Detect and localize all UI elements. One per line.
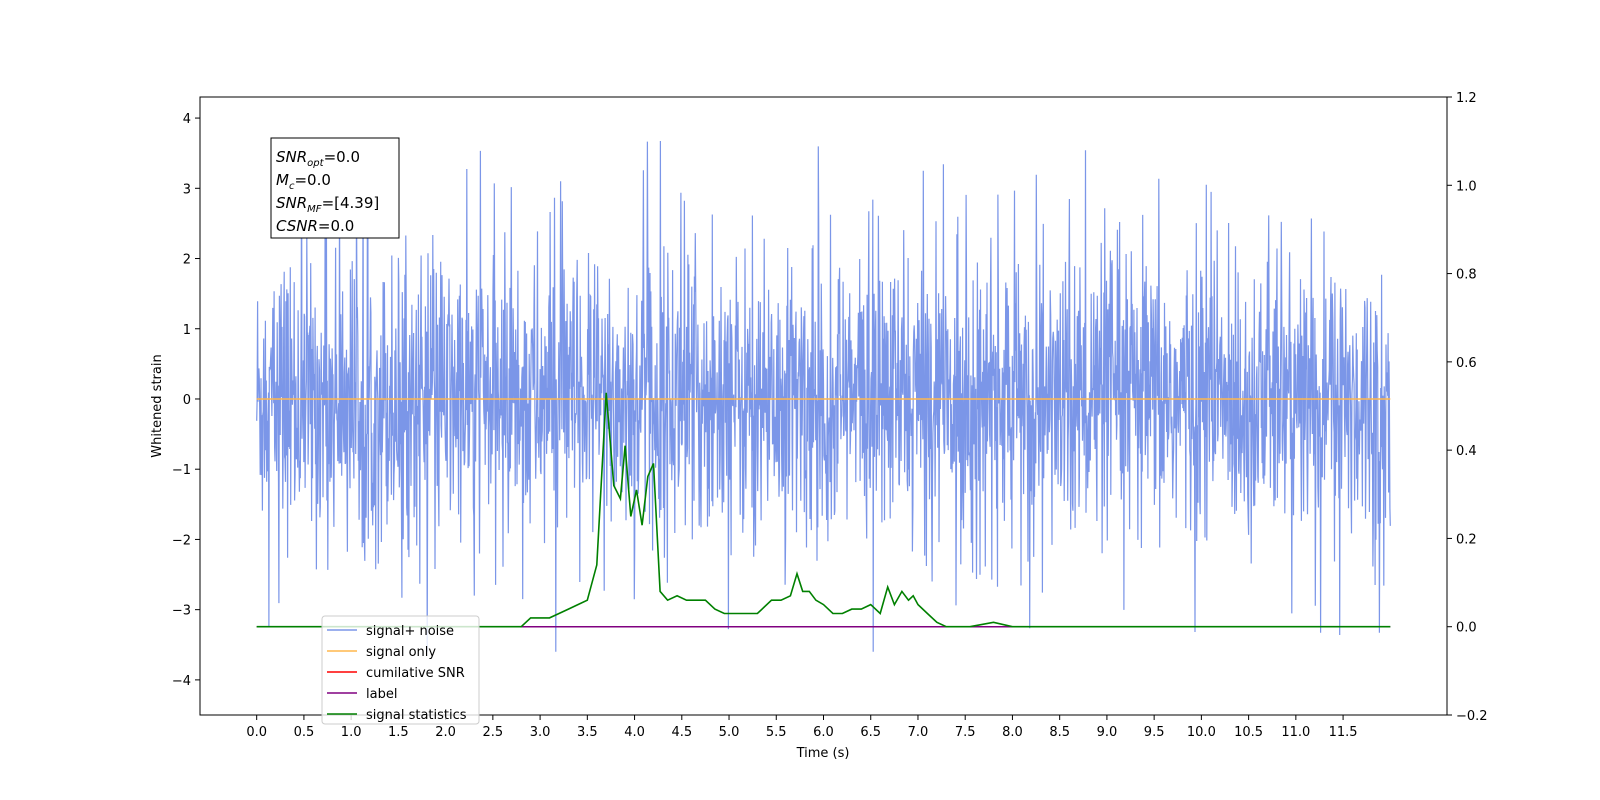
x-tick-label: 8.5 <box>1049 725 1070 740</box>
x-axis-title: Time (s) <box>796 746 850 761</box>
x-tick-label: 2.5 <box>483 725 504 740</box>
x-tick-label: 2.0 <box>435 725 456 740</box>
info-line: CSNR=0.0 <box>276 217 354 235</box>
y-tick-label: 1 <box>183 323 191 338</box>
x-tick-label: 0.0 <box>246 725 267 740</box>
y2-tick-label: 1.2 <box>1456 91 1477 106</box>
series-signal-noise <box>256 140 1391 652</box>
x-tick-label: 3.0 <box>530 725 551 740</box>
y-tick-label: −4 <box>172 674 191 689</box>
x-tick-label: 10.0 <box>1187 725 1216 740</box>
x-axis: 0.0 0.5 1.0 1.5 2.0 2.5 3.0 3.5 4.0 4.5 5.0 5.5 6.0 6… <box>246 715 1358 740</box>
y-tick-label: −3 <box>172 604 191 619</box>
y-tick-label: −1 <box>172 463 191 478</box>
x-tick-label: 11.0 <box>1281 725 1310 740</box>
y2-tick-label: 0.8 <box>1456 268 1477 283</box>
info-box-frame <box>270 137 400 239</box>
x-tick-label: 7.5 <box>955 725 976 740</box>
legend-label: cumilative SNR <box>366 666 465 681</box>
x-tick-label: 4.0 <box>624 725 645 740</box>
x-tick-label: 8.0 <box>1002 725 1023 740</box>
x-tick-label: 6.0 <box>813 725 834 740</box>
x-tick-label: 3.5 <box>577 725 598 740</box>
x-tick-label: 11.5 <box>1329 725 1358 740</box>
x-tick-label: 5.0 <box>719 725 740 740</box>
legend-label: label <box>366 687 397 702</box>
x-tick-label: 9.5 <box>1144 725 1165 740</box>
x-tick-label: 10.5 <box>1234 725 1263 740</box>
plot-area <box>256 140 1391 652</box>
series-signal-statistics <box>256 392 1391 628</box>
y-tick-label: −2 <box>172 533 191 548</box>
y2-tick-label: 1.0 <box>1456 179 1477 194</box>
y2-tick-label: 0.6 <box>1456 356 1477 371</box>
x-tick-label: 9.0 <box>1097 725 1118 740</box>
y-axis-right: 1.2 1.0 0.8 0.6 0.4 0.2 0.0 −0.2 <box>1447 91 1488 724</box>
x-tick-label: 1.5 <box>388 725 409 740</box>
x-tick-label: 0.5 <box>294 725 315 740</box>
legend-label: signal only <box>366 645 436 660</box>
y2-tick-label: −0.2 <box>1456 709 1488 724</box>
info-line: Mc=0.0 <box>276 171 331 192</box>
y-tick-label: 4 <box>183 112 191 127</box>
y-tick-label: 0 <box>183 393 191 408</box>
y-axis-left: 4 3 2 1 0 −1 −2 −3 −4 <box>172 112 200 689</box>
legend-label: signal statistics <box>366 708 467 723</box>
y2-tick-label: 0.2 <box>1456 532 1477 547</box>
info-line: SNRMF=[4.39] <box>276 194 379 215</box>
y-tick-label: 3 <box>183 182 191 197</box>
x-tick-label: 6.5 <box>860 725 881 740</box>
legend-frame <box>321 615 480 725</box>
x-tick-label: 1.0 <box>341 725 362 740</box>
x-tick-label: 7.0 <box>908 725 929 740</box>
legend: signal+ noise signal only cumilative SNR la… <box>321 615 480 725</box>
info-line: SNRopt=0.0 <box>276 148 360 169</box>
x-tick-label: 4.5 <box>671 725 692 740</box>
y-tick-label: 2 <box>183 253 191 268</box>
y2-tick-label: 0.0 <box>1456 621 1477 636</box>
y-axis-title: Whitened strain <box>150 354 165 457</box>
y2-tick-label: 0.4 <box>1456 444 1477 459</box>
legend-label: signal+ noise <box>366 624 454 639</box>
x-tick-label: 5.5 <box>766 725 787 740</box>
